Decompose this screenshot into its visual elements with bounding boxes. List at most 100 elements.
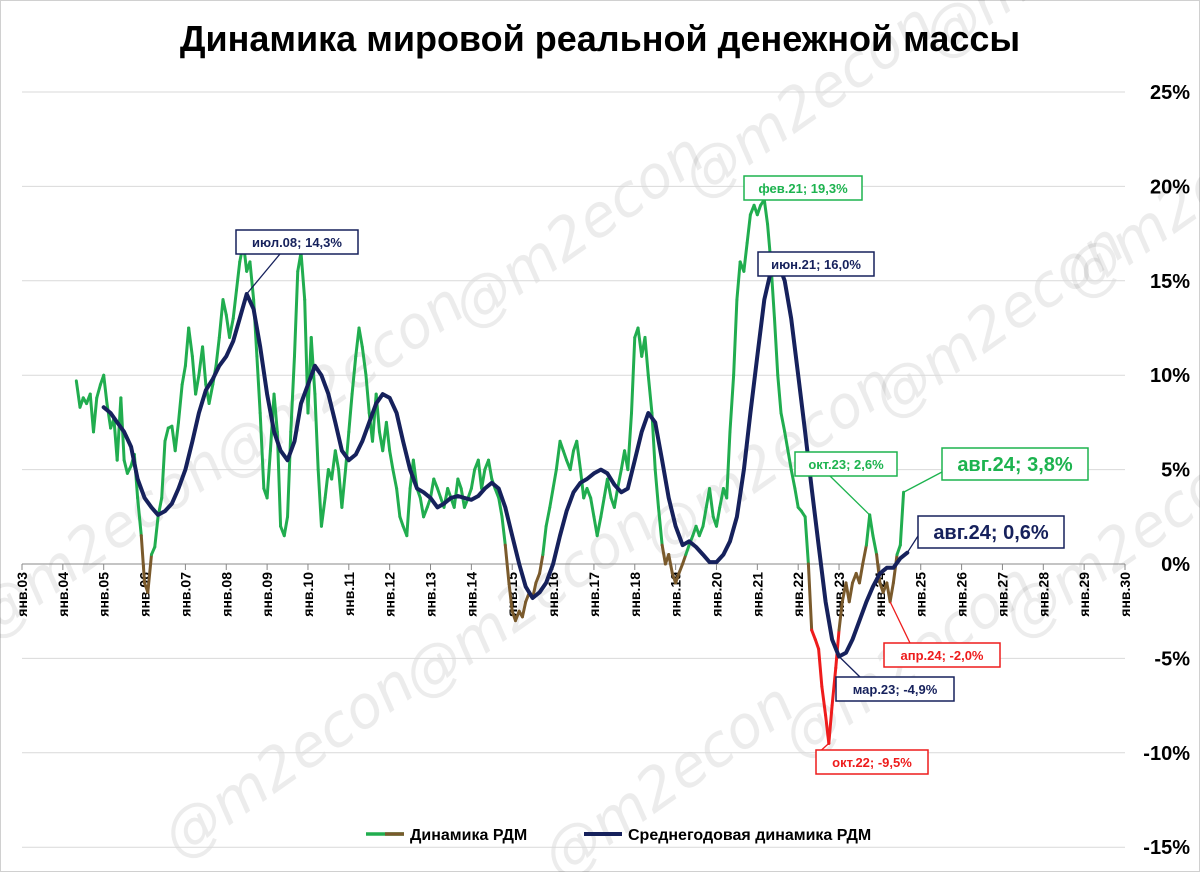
rdm-line-segment xyxy=(248,260,256,302)
x-tick-label: янв.13 xyxy=(423,572,439,617)
annotation-leader xyxy=(889,601,911,644)
rdm-line-segment xyxy=(418,496,426,519)
x-tick-label: янв.10 xyxy=(300,572,316,617)
rdm-line-segment xyxy=(612,486,620,509)
annotation-box xyxy=(743,175,863,201)
x-tick-label: янв.22 xyxy=(790,572,806,617)
rdm-line-segment xyxy=(561,449,569,462)
rdm-line-segment xyxy=(830,666,838,708)
rdm-line-segment xyxy=(422,505,429,519)
rdm-line-segment xyxy=(201,345,208,387)
annotation-label: июл.08; 14,3% xyxy=(252,235,342,250)
rdm-line-segment xyxy=(503,543,511,585)
annotation-label: июн.21; 16,0% xyxy=(771,257,861,272)
rdm-line-segment xyxy=(708,486,715,519)
rdm-line-segment xyxy=(384,420,392,453)
x-tick-label: янв.03 xyxy=(14,572,30,617)
rdm-line-segment xyxy=(783,430,790,453)
rdm-line-segment xyxy=(827,704,834,745)
rdm-line-segment xyxy=(292,269,300,358)
rdm-line-segment xyxy=(681,553,688,566)
rdm-line-segment xyxy=(190,354,198,396)
rdm-line-segment xyxy=(803,515,810,566)
rdm-line-segment xyxy=(395,486,402,519)
y-tick-label: 0% xyxy=(1161,554,1190,576)
chart-title: Динамика мировой реальной денежной массы xyxy=(179,18,1021,59)
y-tick-label: -10% xyxy=(1143,743,1190,765)
x-tick-label: янв.05 xyxy=(96,572,112,617)
x-tick-label: янв.18 xyxy=(627,572,643,617)
rdm-line-segment xyxy=(187,326,194,358)
rdm-line-segment xyxy=(364,373,371,415)
annotation-label: авг.24; 0,6% xyxy=(933,522,1049,544)
rdm-line-segment xyxy=(786,449,793,472)
rdm-line-segment xyxy=(153,515,160,549)
annotation-box xyxy=(235,229,359,255)
rdm-line-segment xyxy=(139,534,147,585)
rdm-line-segment xyxy=(551,468,558,490)
rdm-line-segment xyxy=(755,203,763,217)
rdm-line-segment xyxy=(538,553,545,575)
rdm-line-segment xyxy=(820,685,828,717)
y-axis-ticks: 25% 20% 15% 10% 5% 0% -5% -10% -15% xyxy=(1143,82,1190,859)
x-tick-label: янв.12 xyxy=(382,572,398,617)
rdm-line-segment xyxy=(493,486,501,500)
rdm-line-segment xyxy=(806,562,814,632)
rdm-line-segment xyxy=(732,298,739,377)
annotation-box xyxy=(815,749,929,775)
rdm-line-segment xyxy=(776,373,783,415)
annotation-label: окт.22; -9,5% xyxy=(832,755,912,770)
rdm-line-segment xyxy=(258,411,266,490)
rdm-line-segment xyxy=(626,411,634,472)
rdm-line-segment xyxy=(456,477,463,490)
rdm-line-segment xyxy=(180,364,187,387)
rdm-line-segment xyxy=(507,581,514,613)
rdm-line-segment xyxy=(895,543,902,557)
rdm-line-segment xyxy=(837,600,844,632)
rdm-line-segment xyxy=(585,486,593,500)
rdm-line-segment xyxy=(718,486,725,509)
rdm-line-segment xyxy=(282,515,290,538)
legend: Динамика РДМ Среднегодовая динамика РДМ xyxy=(366,827,871,844)
rdm-line-segment xyxy=(487,458,494,481)
rdm-line-segment xyxy=(163,426,170,443)
rdm-line-segment xyxy=(176,383,184,424)
x-tick-label: янв.30 xyxy=(1117,572,1133,617)
rdm-line-segment xyxy=(105,402,113,430)
annotation-label: окт.23; 2,6% xyxy=(808,457,884,472)
rdm-line-segment xyxy=(360,345,368,377)
rdm-line-segment xyxy=(861,543,868,566)
rdm-line-segment xyxy=(589,496,596,519)
rdm-line-segment xyxy=(891,553,899,585)
annotation-label: фев.21; 19,3% xyxy=(758,181,848,196)
rdm-line-segment xyxy=(91,396,99,434)
rdm-line-segment xyxy=(789,468,797,490)
rdm-line-segment xyxy=(234,260,242,292)
rdm-line-segment xyxy=(316,468,323,528)
rdm-line-segment xyxy=(194,373,201,396)
rdm-line-segment xyxy=(357,326,364,349)
rdm-line-segment xyxy=(653,468,660,509)
rdm-line-segment xyxy=(660,543,667,566)
annotation-leader xyxy=(829,475,871,516)
rdm-line-segment xyxy=(616,468,623,490)
y-tick-label: 25% xyxy=(1150,82,1190,104)
rdm-line-segment xyxy=(429,477,436,500)
rdm-line-segment xyxy=(319,496,327,528)
watermark-text: @m2econ xyxy=(909,0,1187,71)
rdm-line-segment xyxy=(391,468,399,490)
x-tick-label: янв.11 xyxy=(341,572,357,616)
rdm-line-segment xyxy=(388,449,395,472)
rdm-line-segment xyxy=(469,468,477,490)
rdm-line-segment xyxy=(228,317,235,339)
rdm-line-segment xyxy=(452,477,460,509)
rdm-line-segment xyxy=(286,430,293,519)
x-tick-label: янв.09 xyxy=(259,572,275,617)
x-tick-label: янв.26 xyxy=(954,572,970,617)
rdm-line-segment xyxy=(656,505,664,547)
rdm-line-segment xyxy=(289,354,296,434)
rdm-line-segment xyxy=(793,486,800,509)
rdm-line-segment xyxy=(725,430,732,500)
